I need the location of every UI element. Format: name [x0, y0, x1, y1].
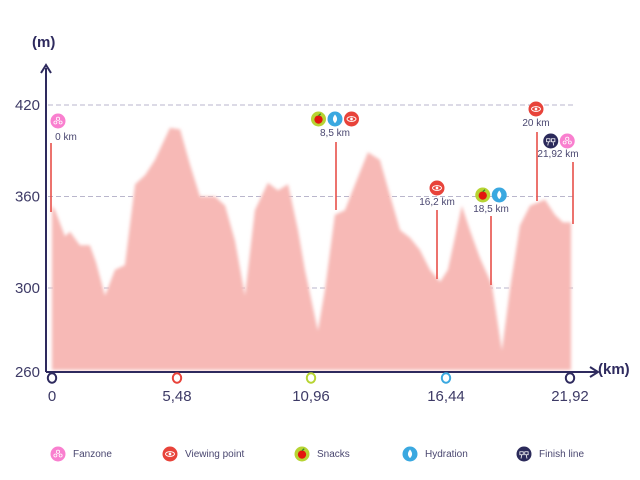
x-tick-marker	[440, 372, 452, 384]
hydration-icon	[491, 187, 507, 203]
hydration-icon	[402, 446, 418, 462]
snacks-icon	[475, 187, 491, 203]
legend-item-fanzone: Fanzone	[50, 446, 112, 462]
y-tick-label: 360	[15, 189, 40, 206]
hydration-icon	[327, 111, 343, 127]
fanzone-icon	[50, 113, 66, 129]
x-tick-label: 16,44	[427, 388, 465, 405]
legend-item-hydration: Hydration	[402, 446, 468, 462]
x-tick-label: 0	[48, 388, 56, 405]
waypoint-marker[interactable]: 21,92 km	[537, 133, 579, 225]
marker-label: 18,5 km	[473, 204, 509, 215]
y-tick-label: 260	[15, 364, 40, 381]
marker-label: 8,5 km	[320, 128, 350, 139]
legend-item-viewing: Viewing point	[162, 446, 245, 462]
viewing-icon	[344, 111, 359, 127]
finish-icon	[543, 133, 559, 149]
x-tick-label: 5,48	[162, 388, 191, 405]
x-tick-marker	[46, 372, 58, 384]
y-axis-label: (m)	[32, 34, 55, 51]
x-tick-label: 10,96	[292, 388, 330, 405]
marker-label: 21,92 km	[537, 149, 578, 160]
x-tick-label: 21,92	[551, 388, 589, 405]
legend-label: Snacks	[317, 449, 350, 460]
x-tick-marker	[171, 372, 183, 384]
snacks-icon	[311, 111, 326, 127]
waypoint-marker[interactable]: 0 km	[50, 113, 77, 213]
viewing-icon	[528, 101, 544, 117]
elevation-area	[52, 127, 571, 371]
snacks-icon	[294, 446, 310, 462]
marker-label: 0 km	[55, 132, 77, 143]
finish-icon	[516, 446, 532, 462]
x-tick-marker	[564, 372, 576, 384]
legend-label: Finish line	[539, 449, 584, 460]
legend-item-snacks: Snacks	[294, 446, 350, 462]
marker-label: 20 km	[522, 118, 549, 129]
viewing-icon	[162, 446, 178, 462]
legend-item-finish: Finish line	[516, 446, 584, 462]
legend-label: Viewing point	[185, 449, 245, 460]
waypoint-marker[interactable]: 18,5 km	[473, 187, 509, 286]
waypoint-marker[interactable]: 16,2 km	[419, 180, 455, 280]
y-axis-arrow	[40, 63, 52, 74]
x-axis-label: (km)	[598, 361, 630, 378]
fanzone-icon	[559, 133, 575, 149]
viewing-icon	[429, 180, 445, 196]
waypoint-marker[interactable]: 8,5 km	[311, 111, 359, 211]
legend-label: Hydration	[425, 449, 468, 460]
legend-label: Fanzone	[73, 449, 112, 460]
x-tick-marker	[305, 372, 317, 384]
y-tick-label: 420	[15, 97, 40, 114]
x-axis-arrow	[589, 366, 600, 378]
fanzone-icon	[50, 446, 66, 462]
y-tick-label: 300	[15, 280, 40, 297]
marker-label: 16,2 km	[419, 197, 455, 208]
waypoint-marker[interactable]: 20 km	[522, 101, 550, 202]
